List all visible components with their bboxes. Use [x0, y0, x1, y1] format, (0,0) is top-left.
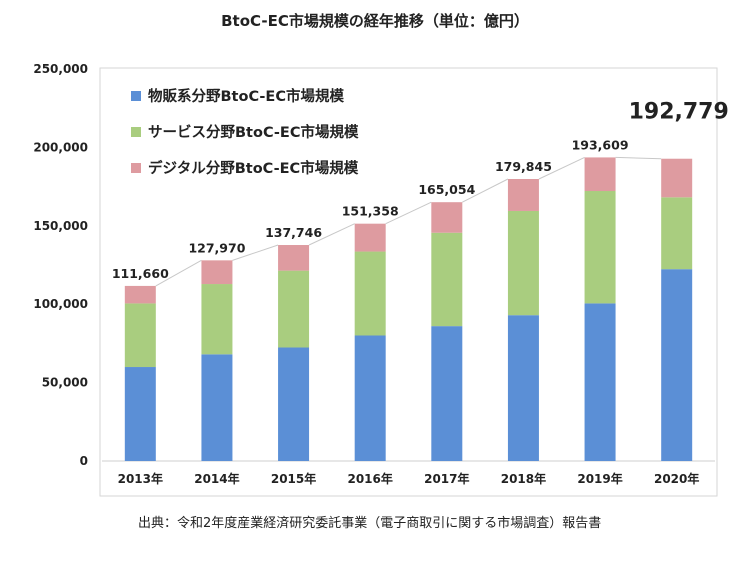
x-tick-label: 2020年 — [654, 471, 699, 486]
legend-label-series-2: サービス分野BtoC-EC市場規模 — [148, 123, 359, 141]
x-tick-label: 2017年 — [424, 471, 469, 486]
x-tick-label: 2019年 — [577, 471, 622, 486]
x-tick-label: 2018年 — [501, 471, 546, 486]
bar-segment-series-3 — [661, 158, 693, 198]
total-label: 151,358 — [342, 204, 399, 219]
bar-segment-series-3 — [431, 202, 463, 233]
y-tick-label: 0 — [80, 454, 88, 468]
y-tick-label: 100,000 — [33, 297, 88, 311]
total-label: 137,746 — [265, 225, 322, 240]
bar-segment-series-2 — [431, 232, 463, 327]
total-label: 193,609 — [572, 137, 629, 152]
y-tick-label: 200,000 — [33, 140, 88, 154]
total-label: 179,845 — [495, 159, 552, 174]
bar-segment-series-1 — [507, 315, 539, 461]
legend-swatch-series-2 — [131, 127, 141, 137]
bar-segment-series-2 — [584, 191, 616, 304]
total-label: 127,970 — [188, 240, 245, 255]
x-tick-label: 2015年 — [271, 471, 316, 486]
legend-swatch-series-1 — [131, 91, 141, 101]
bar-segment-series-1 — [584, 303, 616, 461]
bar-segment-series-3 — [507, 179, 539, 211]
total-label: 165,054 — [418, 182, 475, 197]
bar-segment-series-1 — [661, 269, 693, 461]
chart-title: BtoC-EC市場規模の経年推移（単位：億円） — [221, 12, 529, 30]
bar-segment-series-1 — [201, 354, 233, 461]
bar-segment-series-3 — [278, 245, 310, 271]
bar-segment-series-3 — [124, 285, 156, 304]
total-label-highlight: 192,779 — [629, 100, 729, 125]
total-connector — [385, 201, 432, 225]
bar-segment-series-1 — [431, 326, 463, 461]
y-tick-label: 150,000 — [33, 219, 88, 233]
bar-segment-series-3 — [354, 223, 386, 252]
total-connector — [232, 244, 279, 261]
total-connector — [155, 259, 202, 287]
bar-segment-series-1 — [354, 335, 386, 461]
bar-segment-series-2 — [201, 284, 233, 355]
total-connector — [308, 223, 355, 246]
plot-frame — [99, 67, 718, 497]
bar-segment-series-3 — [584, 157, 616, 192]
legend-label-series-3: デジタル分野BtoC-EC市場規模 — [148, 159, 359, 177]
bar-segment-series-2 — [661, 197, 693, 270]
bar-segment-series-1 — [124, 367, 156, 461]
bar-segment-series-1 — [278, 347, 310, 461]
y-tick-label: 50,000 — [42, 376, 88, 390]
bar-segment-series-2 — [124, 303, 156, 368]
x-tick-label: 2014年 — [194, 471, 239, 486]
chart-source: 出典：令和2年度産業経済研究委託事業（電子商取引に関する市場調査）報告書 — [138, 516, 602, 531]
bar-segment-series-2 — [354, 251, 386, 336]
total-connector — [615, 156, 662, 160]
total-connector — [538, 156, 585, 180]
total-label: 111,660 — [112, 266, 169, 281]
x-tick-label: 2013年 — [118, 471, 163, 486]
legend-label-series-1: 物販系分野BtoC-EC市場規模 — [148, 87, 344, 105]
bar-segment-series-2 — [278, 270, 310, 348]
bar-segment-series-2 — [507, 210, 539, 316]
x-tick-label: 2016年 — [347, 471, 392, 486]
total-connector — [462, 178, 509, 203]
legend-swatch-series-3 — [131, 163, 141, 173]
bar-segment-series-3 — [201, 260, 233, 285]
y-tick-label: 250,000 — [33, 62, 88, 76]
